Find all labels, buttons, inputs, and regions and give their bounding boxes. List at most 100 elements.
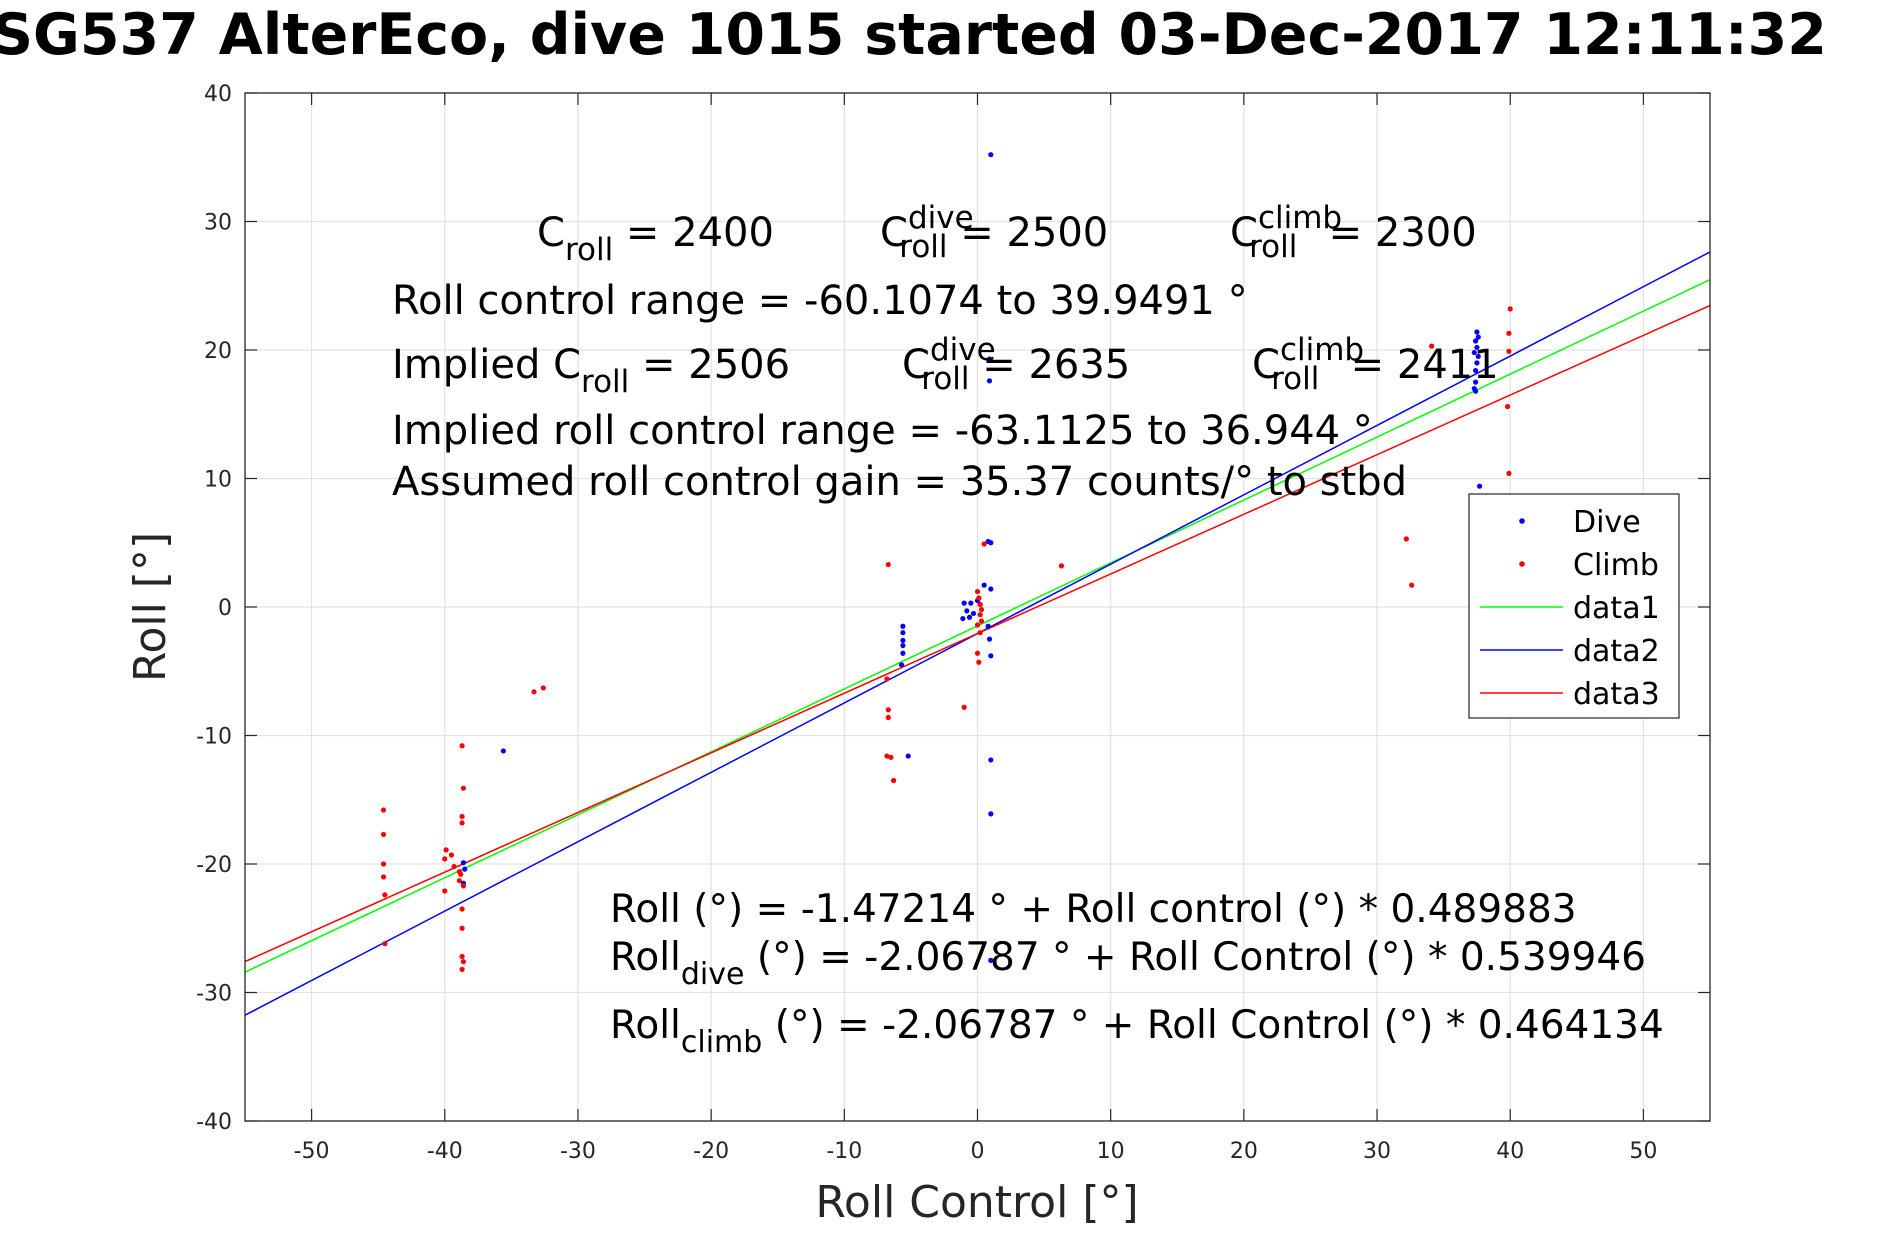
dive-point <box>900 642 906 649</box>
dive-point <box>1476 483 1483 489</box>
y-tick-label: -30 <box>196 982 232 1007</box>
y-tick-label: -10 <box>196 725 232 750</box>
dive-point <box>900 637 906 644</box>
x-tick-label: -20 <box>693 1139 729 1164</box>
climb-point <box>382 941 388 947</box>
climb-point <box>459 953 465 960</box>
climb-point <box>884 676 890 682</box>
climb-point <box>448 852 455 858</box>
climb-point <box>442 888 448 894</box>
ticks <box>245 92 1710 1122</box>
climb-point <box>977 630 983 636</box>
climb-point <box>888 754 894 760</box>
implied-c-roll-annotation: Implied Croll = 2506 <box>392 342 790 400</box>
dive-point <box>960 615 966 622</box>
legend-marker <box>1519 561 1525 567</box>
climb-point <box>974 650 981 656</box>
climb-point <box>974 588 981 595</box>
y-tick-label: 40 <box>204 82 232 107</box>
climb-point <box>380 831 387 838</box>
data-points <box>380 152 1513 972</box>
climb-point <box>460 959 467 965</box>
implied-roll-control-range: Implied roll control range = -63.1125 to… <box>392 408 1373 454</box>
dive-point <box>961 600 967 606</box>
climb-point <box>961 704 967 710</box>
x-tick-label: 40 <box>1496 1139 1524 1164</box>
dive-point <box>985 623 991 629</box>
climb-point <box>459 813 465 820</box>
fit-equation: Rolldive (°) = -2.06787 ° + Roll Control… <box>610 935 1646 992</box>
climb-point <box>978 606 985 613</box>
dive-point <box>1471 349 1477 356</box>
legend-marker <box>1519 518 1525 524</box>
climb-point <box>380 807 387 813</box>
climb-point <box>885 707 891 713</box>
dive-point <box>968 600 974 606</box>
dive-point <box>460 860 467 866</box>
dive-point <box>986 378 993 384</box>
legend-label: data1 <box>1573 591 1660 626</box>
climb-point <box>451 863 457 870</box>
climb-point <box>459 820 465 826</box>
y-tick-label: 10 <box>204 468 232 493</box>
dive-point <box>988 757 994 763</box>
climb-point <box>885 714 891 721</box>
c-roll-annotation: Cdive roll = 2500 <box>880 200 1108 265</box>
climb-point <box>981 541 987 547</box>
x-axis-label: Roll Control [°] <box>815 1177 1138 1228</box>
x-tick-label: -30 <box>560 1139 596 1164</box>
climb-point <box>459 906 465 912</box>
roll-control-range: Roll control range = -60.1074 to 39.9491… <box>392 278 1248 324</box>
climb-point <box>978 618 985 624</box>
climb-point <box>442 856 448 862</box>
dive-point <box>988 811 994 817</box>
x-tick-label: 50 <box>1629 1139 1657 1164</box>
dive-point <box>1473 388 1479 394</box>
climb-point <box>459 743 465 749</box>
implied-c-roll-annotation: Cdive roll = 2635 <box>902 332 1130 397</box>
climb-point <box>1506 470 1512 476</box>
c-roll-annotation: Cclimb roll = 2300 <box>1230 200 1477 265</box>
climb-point <box>382 892 388 898</box>
dive-point <box>1473 367 1479 374</box>
dive-point <box>900 623 906 629</box>
x-tick-label: -50 <box>294 1139 330 1164</box>
climb-point <box>974 622 981 628</box>
dive-point <box>981 582 987 588</box>
climb-point <box>540 685 546 691</box>
y-tick-label: 30 <box>204 211 232 236</box>
x-tick-label: -40 <box>427 1139 463 1164</box>
dive-point <box>1474 360 1480 366</box>
climb-point <box>460 785 467 791</box>
dive-point <box>964 608 970 614</box>
dive-point <box>988 152 994 158</box>
y-tick-label: 20 <box>204 339 232 364</box>
x-tick-label: -10 <box>826 1139 862 1164</box>
climb-point <box>460 883 467 889</box>
climb-point <box>1507 306 1513 312</box>
climb-point <box>976 595 982 601</box>
dive-point <box>500 748 506 754</box>
dive-point <box>988 957 994 963</box>
dive-point <box>986 636 993 642</box>
dive-point <box>988 653 994 659</box>
climb-point <box>456 869 463 875</box>
climb-point <box>977 601 983 608</box>
y-tick-label: -40 <box>196 1110 232 1135</box>
y-tick-label: 0 <box>218 596 232 621</box>
legend: Dive Climb data1 data2 data3 <box>1468 493 1680 719</box>
climb-point <box>890 777 897 784</box>
climb-point <box>1058 563 1065 569</box>
legend-label: data2 <box>1573 634 1660 669</box>
dive-point <box>898 662 905 668</box>
roll-control-gain: Assumed roll control gain = 35.37 counts… <box>392 459 1407 505</box>
dive-point <box>988 586 994 592</box>
chart-title: SG537 AlterEco, dive 1015 started 03-Dec… <box>0 2 1827 68</box>
legend-label: Climb <box>1573 548 1659 583</box>
climb-point <box>976 659 982 665</box>
climb-point <box>443 847 449 853</box>
fit-equation: Rollclimb (°) = -2.06787 ° + Roll Contro… <box>610 1003 1664 1060</box>
climb-point <box>1429 343 1435 349</box>
dive-point <box>900 630 906 636</box>
